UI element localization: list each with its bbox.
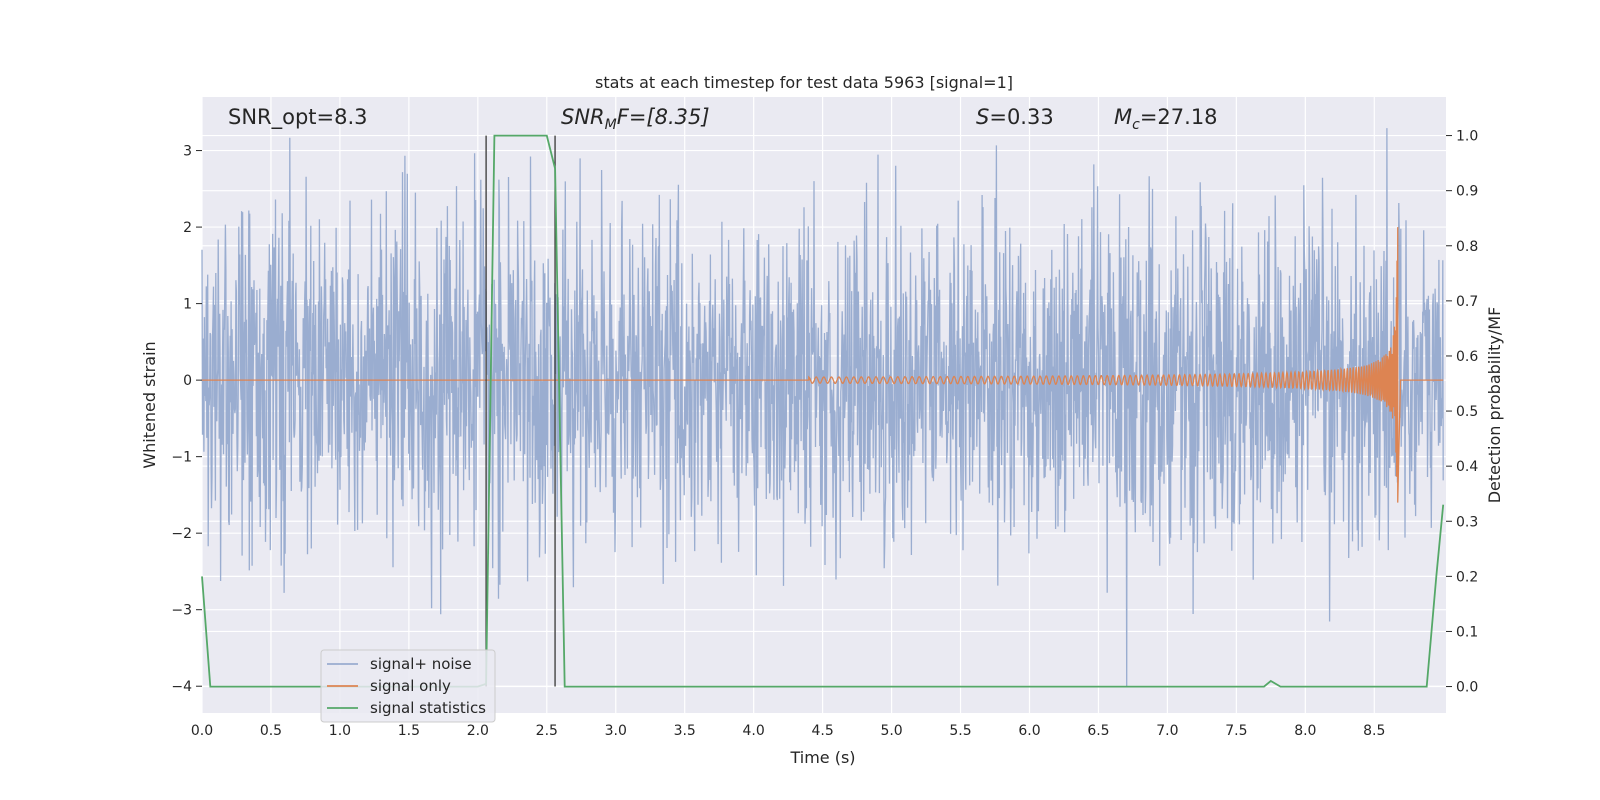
annotation-mc-sub: c (1132, 117, 1140, 133)
x-tick-label: 7.5 (1225, 723, 1247, 739)
y-tick-label-left: 2 (183, 220, 192, 236)
x-tick-label: 2.5 (536, 723, 558, 739)
y-tick-label-left: −4 (171, 679, 192, 695)
y-tick-label-right: 0.5 (1456, 404, 1478, 420)
legend-label-statistics: signal statistics (370, 699, 486, 717)
legend-label-signal: signal only (370, 677, 451, 695)
legend: signal+ noise signal only signal statist… (320, 649, 496, 723)
y-tick-label-left: −3 (171, 603, 192, 619)
x-tick-label: 3.0 (605, 723, 627, 739)
y-tick-label-right: 0.2 (1456, 569, 1478, 585)
annotation-snr-mf: SNRMF=[8.35] (561, 105, 710, 133)
y-tick-label-left: −1 (171, 450, 192, 466)
y-tick-label-right: 0.0 (1456, 680, 1478, 696)
annotation-mc: Mc=27.18 (1114, 105, 1218, 133)
annotation-mc-base: M (1114, 105, 1132, 129)
chart-title: stats at each timestep for test data 596… (595, 73, 1013, 92)
y-tick-label-right: 1.0 (1456, 129, 1478, 145)
y-tick-label-left: 0 (183, 373, 192, 389)
y-tick-label-right: 0.4 (1456, 459, 1478, 475)
y-tick-label-right: 0.8 (1456, 239, 1478, 255)
y-tick-label-right: 0.6 (1456, 349, 1478, 365)
y-tick-label-left: 1 (183, 297, 192, 313)
y-tick-label-right: 0.1 (1456, 624, 1478, 640)
y-axis-right-ticks: 1.0 0.9 0.8 0.7 0.6 0.5 0.4 0.3 0.2 0.1 0.0 (1446, 129, 1478, 696)
series-signal-statistics (201, 134, 1445, 688)
y-tick-label-right: 0.9 (1456, 184, 1478, 200)
x-tick-label: 7.0 (1156, 723, 1178, 739)
annotation-snr-mf-sub: M (605, 117, 617, 133)
x-tick-label: 8.5 (1363, 723, 1385, 739)
legend-label-noise: signal+ noise (370, 655, 472, 673)
series-signal-only (202, 227, 1444, 503)
annotation-snr-mf-rest: F=[8.35] (617, 105, 710, 129)
x-tick-label: 8.0 (1294, 723, 1316, 739)
x-tick-label: 2.0 (467, 723, 489, 739)
annotation-s: S=0.33 (976, 105, 1054, 129)
x-tick-label: 0.5 (260, 723, 282, 739)
annotation-snr-opt: SNR_opt=8.3 (228, 105, 368, 130)
x-tick-label: 6.0 (1018, 723, 1040, 739)
x-tick-label: 4.0 (743, 723, 765, 739)
y-axis-left-label: Whitened strain (140, 341, 159, 468)
annotation-s-rest: =0.33 (989, 105, 1053, 129)
x-tick-label: 1.0 (329, 723, 351, 739)
data-traces (201, 128, 1445, 688)
x-tick-label: 4.5 (811, 723, 833, 739)
annotation-mc-rest: =27.18 (1140, 105, 1218, 129)
x-tick-label: 6.5 (1087, 723, 1109, 739)
x-tick-label: 3.5 (674, 723, 696, 739)
y-tick-label-right: 0.3 (1456, 514, 1478, 530)
annotation-snr-mf-base: SNR (561, 105, 605, 129)
annotation-s-base: S (976, 105, 989, 129)
y-tick-label-right: 0.7 (1456, 294, 1478, 310)
x-tick-label: 1.5 (398, 723, 420, 739)
x-axis-ticks: 0.0 0.5 1.0 1.5 2.0 2.5 3.0 3.5 4.0 4.5 5.0 5.5 6.0 6… (191, 723, 1386, 739)
y-axis-left-ticks: 3 2 1 0 −1 −2 −3 −4 (171, 144, 202, 695)
legend-box (320, 649, 496, 723)
series-signal-noise (201, 128, 1444, 687)
x-axis-label: Time (s) (789, 748, 855, 767)
x-tick-label: 5.5 (949, 723, 971, 739)
y-tick-label-left: 3 (183, 144, 192, 160)
x-tick-label: 0.0 (191, 723, 213, 739)
x-tick-label: 5.0 (880, 723, 902, 739)
y-axis-right-label: Detection probability/MF (1485, 307, 1504, 504)
y-tick-label-left: −2 (171, 526, 192, 542)
